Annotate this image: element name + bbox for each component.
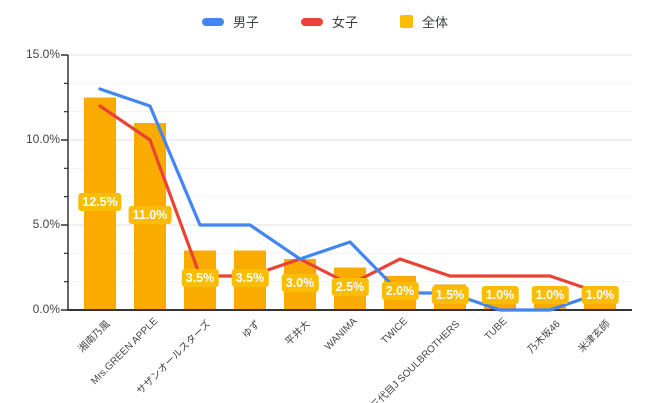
- legend-label: 女子: [331, 15, 358, 30]
- bar-value-label: 3.5%: [181, 269, 219, 288]
- legend-item-total: 全体: [400, 12, 448, 31]
- y-axis-label: 15.0%: [25, 47, 60, 61]
- bar-marker-icon: [400, 15, 413, 28]
- bar-value-label: 2.5%: [331, 277, 369, 296]
- bar-value-label: 1.0%: [581, 286, 619, 304]
- line-series-男子: [98, 87, 602, 312]
- legend-label: 男子: [232, 15, 259, 30]
- line-marker-icon: [300, 17, 323, 26]
- bar-value-label: 1.0%: [481, 286, 519, 304]
- bar-value-label: 3.5%: [231, 269, 269, 288]
- legend: 男子 女子 全体: [0, 12, 650, 31]
- legend-item-girls: 女子: [300, 12, 358, 31]
- line-marker-icon: [201, 17, 224, 26]
- line-series-女子: [98, 104, 602, 295]
- bar-value-label: 11.0%: [128, 205, 172, 224]
- bar-value-label: 2.0%: [381, 282, 419, 300]
- y-axis-label: 10.0%: [25, 132, 60, 146]
- legend-label: 全体: [422, 15, 449, 30]
- y-axis-label: 5.0%: [32, 217, 60, 231]
- bar-value-label: 1.0%: [531, 286, 569, 304]
- bar-value-label: 3.0%: [281, 273, 319, 292]
- y-axis-label: 0.0%: [32, 302, 60, 316]
- bar-value-label: 1.5%: [431, 286, 469, 304]
- legend-item-boys: 男子: [201, 12, 259, 31]
- bar-value-label: 12.5%: [78, 192, 122, 211]
